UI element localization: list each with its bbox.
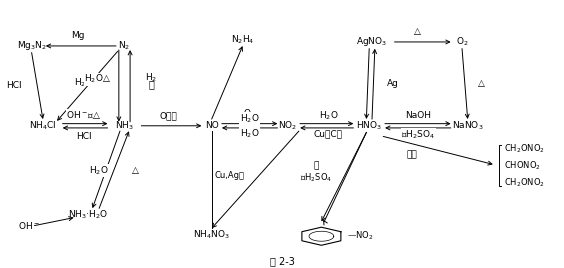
Text: Mg: Mg — [71, 31, 85, 40]
Text: 浓H$_2$SO$_4$: 浓H$_2$SO$_4$ — [402, 128, 435, 140]
Text: N$_2$: N$_2$ — [118, 40, 131, 52]
Text: OH$^-$，△: OH$^-$，△ — [66, 109, 102, 121]
Text: H$_2$O: H$_2$O — [319, 109, 338, 122]
Text: AgNO$_3$: AgNO$_3$ — [356, 35, 387, 49]
Text: △: △ — [478, 79, 485, 88]
Text: NH$_3$: NH$_3$ — [115, 120, 134, 132]
Text: NH$_4$Cl: NH$_4$Cl — [29, 120, 56, 132]
Text: Ag: Ag — [387, 79, 399, 88]
Text: H$_2$O: H$_2$O — [240, 128, 259, 140]
Text: 苯: 苯 — [313, 161, 319, 170]
Text: N$_2$H$_4$: N$_2$H$_4$ — [231, 33, 254, 46]
Text: OH$^-$: OH$^-$ — [17, 220, 39, 231]
Text: NO$_2$: NO$_2$ — [278, 120, 297, 132]
Text: H$_2$: H$_2$ — [146, 72, 157, 84]
Text: △: △ — [413, 27, 421, 36]
Text: △: △ — [133, 166, 139, 175]
Text: O$_2$: O$_2$ — [243, 107, 256, 120]
Text: NH$_4$NO$_3$: NH$_4$NO$_3$ — [193, 229, 230, 241]
Text: NO: NO — [205, 121, 218, 130]
Text: —NO$_2$: —NO$_2$ — [347, 230, 373, 243]
Text: HNO$_3$: HNO$_3$ — [356, 120, 382, 132]
Text: Cu，C浓: Cu，C浓 — [314, 129, 343, 138]
Text: HCl: HCl — [6, 81, 21, 90]
Text: HCl: HCl — [76, 132, 91, 141]
Text: 浓H$_2$SO$_4$: 浓H$_2$SO$_4$ — [299, 172, 332, 184]
Text: H$_2$O: H$_2$O — [89, 164, 109, 177]
Text: Cu,Ag稀: Cu,Ag稀 — [214, 170, 244, 180]
Text: CH$_2$ONO$_2$: CH$_2$ONO$_2$ — [504, 177, 545, 189]
Text: Mg$_3$N$_2$: Mg$_3$N$_2$ — [16, 39, 47, 53]
Text: H$_2$O: H$_2$O — [240, 113, 259, 125]
Text: H$_2$O△: H$_2$O△ — [84, 73, 111, 85]
Text: CHONO$_2$: CHONO$_2$ — [504, 159, 541, 172]
Text: O，催: O，催 — [159, 111, 177, 120]
Text: H$_2$O△: H$_2$O△ — [74, 77, 102, 90]
Text: NaNO$_3$: NaNO$_3$ — [452, 120, 483, 132]
Text: 图 2-3: 图 2-3 — [270, 256, 294, 266]
Text: CH$_2$ONO$_2$: CH$_2$ONO$_2$ — [504, 142, 545, 155]
Text: O$_2$: O$_2$ — [456, 36, 468, 48]
Text: 甘油: 甘油 — [406, 151, 417, 159]
Text: NaOH: NaOH — [406, 111, 431, 120]
Text: 催: 催 — [148, 80, 155, 90]
Text: NH$_3$·H$_2$O: NH$_3$·H$_2$O — [68, 209, 108, 221]
